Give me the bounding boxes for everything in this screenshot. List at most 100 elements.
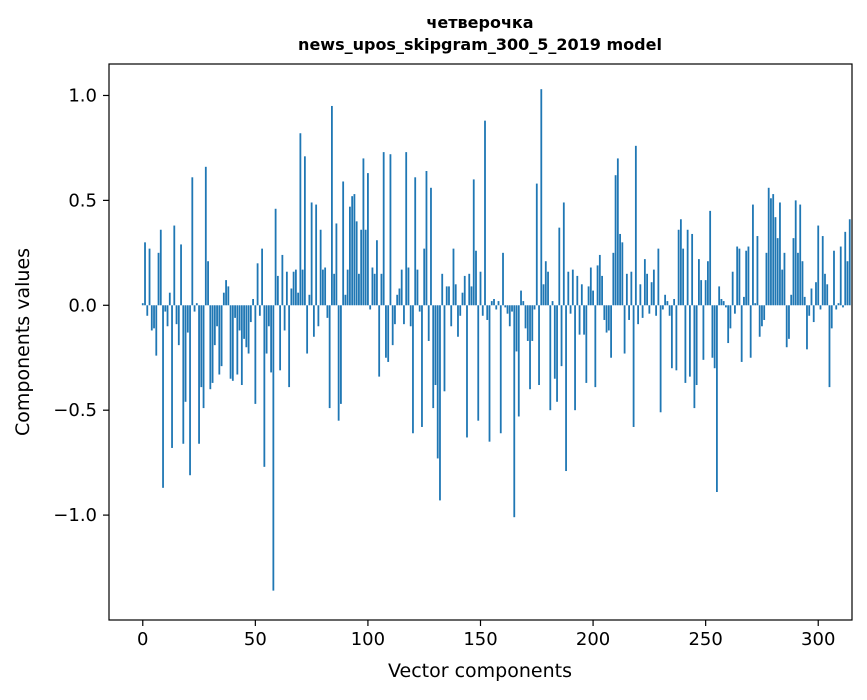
bar: [306, 305, 309, 354]
bar: [351, 196, 354, 306]
bar: [448, 286, 450, 306]
bar: [285, 271, 288, 306]
bars-layer: [141, 89, 851, 591]
bar: [461, 292, 464, 306]
bar: [459, 305, 462, 316]
bar: [324, 267, 327, 306]
bar: [301, 269, 304, 306]
bar: [797, 252, 799, 306]
bar: [180, 244, 182, 306]
bar: [722, 301, 725, 306]
bar: [684, 305, 687, 383]
bar: [772, 194, 775, 306]
bar: [848, 219, 851, 306]
bar: [204, 166, 207, 306]
bar: [423, 248, 426, 306]
bar: [238, 305, 241, 331]
bar: [398, 288, 401, 306]
bar: [245, 305, 248, 348]
bar: [292, 271, 295, 306]
bar: [842, 305, 844, 308]
y-tick-label: 1.0: [68, 85, 97, 106]
bar: [468, 273, 471, 306]
bar: [173, 225, 176, 306]
bar: [454, 284, 457, 306]
bar: [544, 261, 547, 306]
x-tick-label: 100: [351, 629, 385, 650]
bar: [526, 305, 529, 341]
bar: [153, 305, 155, 329]
bar: [833, 250, 835, 306]
x-axis-label: Vector components: [388, 660, 572, 682]
bar: [808, 305, 811, 316]
bar: [803, 296, 806, 306]
bar: [801, 261, 804, 306]
bar: [331, 105, 333, 306]
bar: [168, 292, 171, 306]
bar: [229, 305, 232, 379]
bar: [655, 305, 658, 316]
x-tick-label: 0: [137, 629, 148, 650]
bar: [661, 305, 664, 310]
bar: [522, 301, 525, 306]
bar: [659, 305, 662, 413]
bar: [263, 305, 266, 467]
bar: [688, 305, 691, 377]
bar: [207, 261, 209, 306]
bar: [308, 294, 311, 306]
bar: [601, 275, 603, 306]
bar: [761, 305, 763, 327]
bar: [837, 303, 840, 306]
bar: [258, 305, 261, 316]
bar: [297, 292, 300, 306]
bar: [380, 273, 383, 306]
bar: [646, 273, 649, 306]
bar: [745, 250, 748, 306]
bar: [648, 305, 651, 314]
bar: [418, 305, 421, 312]
bar: [562, 202, 565, 306]
bar: [517, 305, 520, 417]
bar: [504, 305, 507, 308]
bar: [736, 246, 739, 306]
bar: [328, 305, 331, 409]
bar: [486, 305, 489, 320]
bar: [594, 305, 597, 388]
bar: [421, 305, 423, 427]
bar: [236, 305, 239, 375]
bar: [511, 305, 513, 312]
bar: [675, 305, 678, 371]
y-tick-label: −1.0: [53, 505, 97, 526]
bar: [409, 305, 412, 327]
bar: [432, 305, 435, 409]
plot-frame: [108, 63, 853, 621]
bar: [195, 303, 198, 306]
bar: [231, 305, 234, 381]
bar: [427, 305, 430, 341]
bar: [506, 305, 509, 314]
bar: [551, 301, 554, 306]
bar: [643, 259, 646, 306]
bar: [810, 288, 813, 306]
bar: [630, 271, 633, 306]
bar: [213, 305, 216, 346]
bar: [211, 305, 214, 383]
bar: [749, 305, 752, 358]
bar: [430, 187, 432, 306]
bar: [740, 305, 743, 362]
bar: [166, 305, 169, 327]
bar: [806, 305, 808, 350]
bar: [412, 305, 414, 434]
bar: [261, 248, 263, 306]
bar: [657, 248, 660, 306]
bar: [355, 221, 358, 306]
bar: [770, 198, 772, 306]
bar: [792, 238, 795, 306]
bar: [376, 240, 378, 306]
bar: [162, 305, 164, 488]
bar: [209, 305, 212, 390]
bar: [373, 273, 376, 306]
bar: [222, 292, 225, 306]
bar: [382, 152, 385, 306]
bar: [716, 305, 718, 493]
